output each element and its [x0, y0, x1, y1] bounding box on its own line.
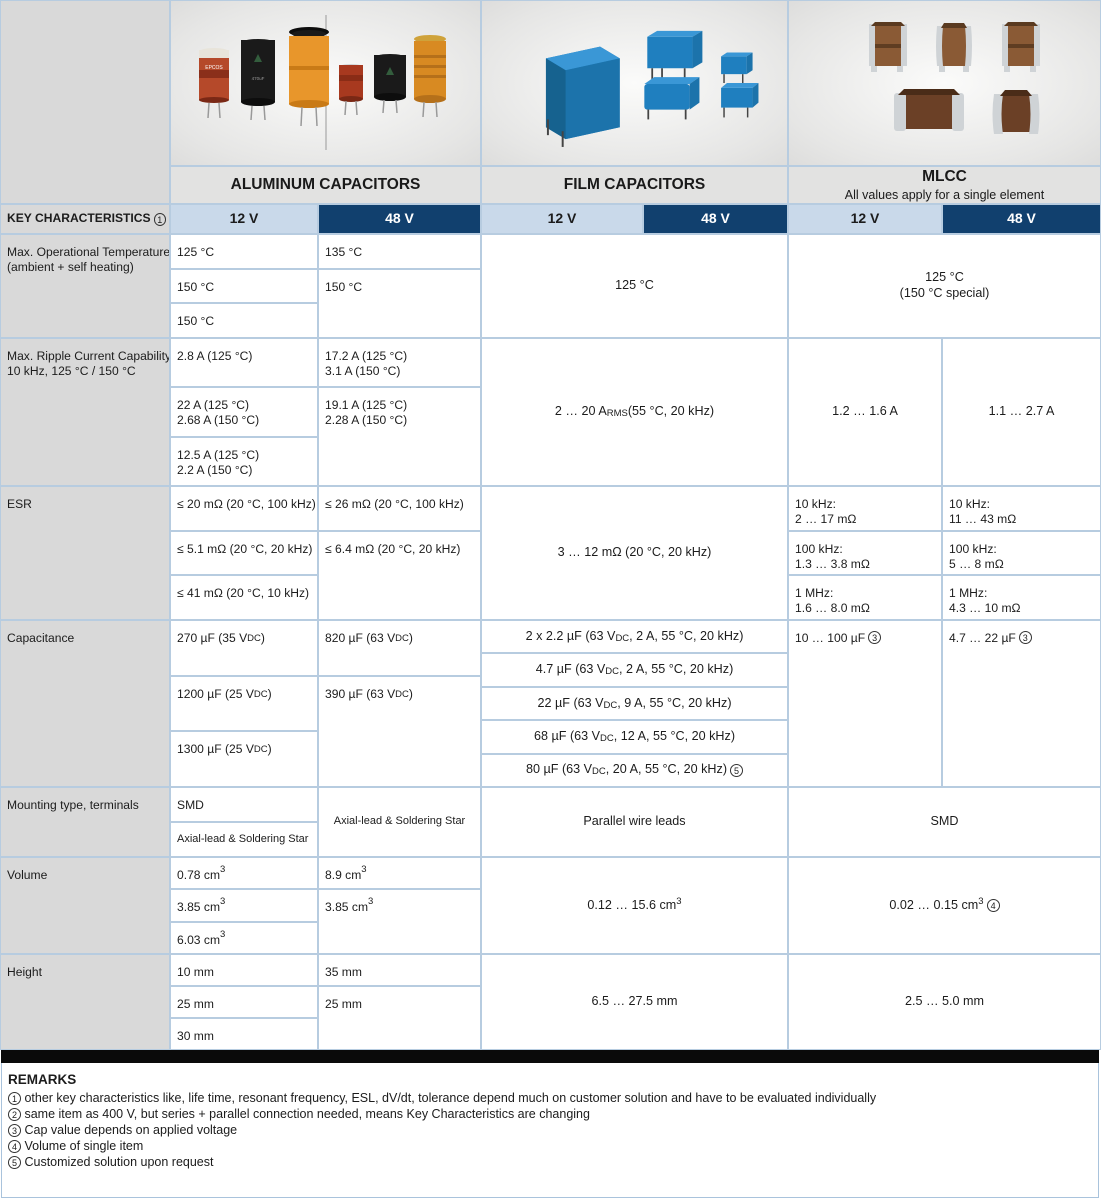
svg-text:EPCOS: EPCOS	[205, 65, 223, 71]
svg-text:470uF: 470uF	[251, 76, 264, 81]
